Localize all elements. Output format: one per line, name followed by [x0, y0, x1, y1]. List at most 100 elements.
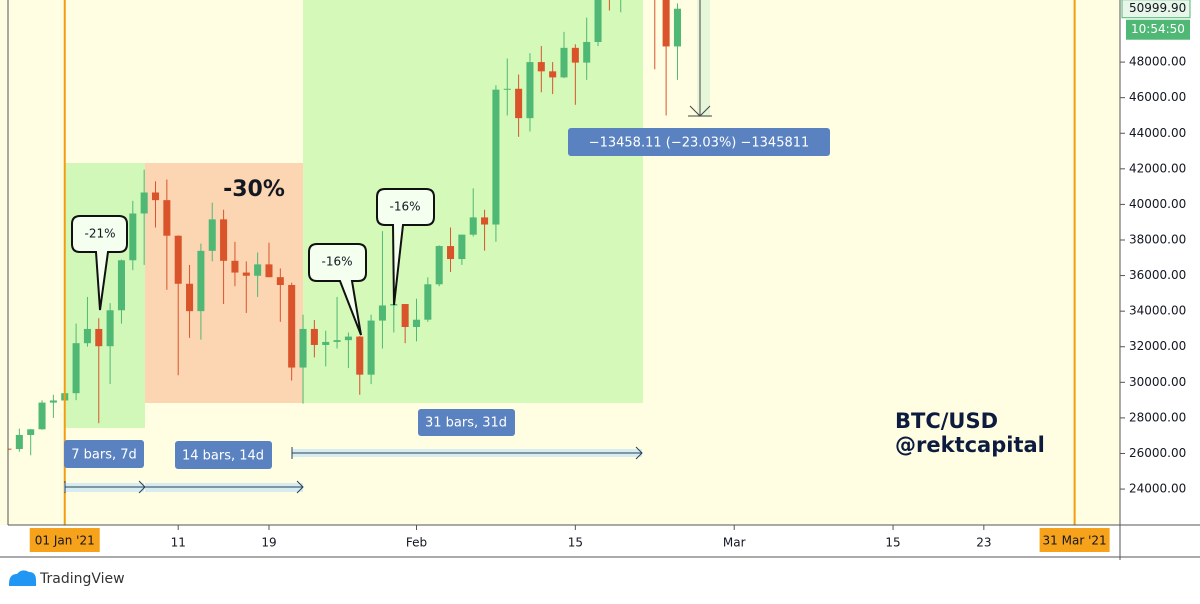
- candle-body: [95, 328, 103, 347]
- x-tick-label: 19: [261, 536, 276, 550]
- y-tick-label: 24000.00: [1129, 482, 1186, 496]
- measure-arrow: [296, 480, 304, 494]
- candle-body: [276, 277, 284, 286]
- annotation: BTC/USD: [895, 409, 998, 433]
- candle-body: [117, 260, 125, 311]
- measure-label: 7 bars, 7d: [71, 448, 137, 463]
- y-tick-label: 40000.00: [1129, 197, 1186, 211]
- measure-label: 31 bars, 31d: [425, 416, 507, 431]
- countdown-box: [1126, 19, 1190, 40]
- measure-label: −13458.11 (−23.03%) −1345811: [589, 136, 810, 151]
- y-tick-label: 48000.00: [1129, 55, 1186, 69]
- candle-body: [15, 434, 23, 450]
- candle-body: [254, 264, 262, 276]
- candle-body: [27, 429, 35, 435]
- candles: [8, 0, 681, 456]
- candle-body: [72, 343, 80, 394]
- callout: [376, 188, 435, 306]
- x-tick-label: 11: [171, 536, 186, 550]
- candle-body: [265, 264, 273, 278]
- candle-body: [412, 319, 421, 327]
- annotation: @rektcapital: [895, 433, 1045, 457]
- range-lines: [63, 0, 1076, 525]
- y-tick-label: 28000.00: [1129, 410, 1186, 424]
- candle-body: [469, 217, 477, 235]
- candle-body: [367, 320, 375, 375]
- candle-body: [378, 305, 386, 321]
- date-label: 31 Mar '21: [1043, 534, 1107, 548]
- candle-body: [174, 235, 182, 284]
- candle-body: [333, 340, 341, 342]
- y-tick-label: 38000.00: [1129, 232, 1186, 246]
- date-label-box: [1039, 528, 1110, 552]
- candle-body: [526, 62, 534, 119]
- callout-text: -21%: [84, 227, 115, 241]
- measure-label-box: [568, 128, 830, 156]
- callout: [308, 243, 367, 336]
- branding: TradingView: [39, 571, 125, 587]
- candle-body: [673, 8, 681, 47]
- candle-body: [197, 250, 205, 312]
- candle-body: [344, 336, 352, 341]
- candle-body: [129, 213, 137, 261]
- candle-body: [571, 47, 579, 63]
- y-tick-label: 32000.00: [1129, 339, 1186, 353]
- y-tick-label: 44000.00: [1129, 126, 1186, 140]
- measure-label-box: [64, 440, 144, 468]
- candle-body: [49, 400, 57, 403]
- y-tick-label: 36000.00: [1129, 268, 1186, 282]
- candle-body: [594, 0, 602, 42]
- candle-body: [458, 234, 466, 260]
- axes-layer: [177, 61, 1125, 530]
- measure-label: 14 bars, 14d: [182, 449, 264, 464]
- y-tick-label: 42000.00: [1129, 161, 1186, 175]
- candle-body: [231, 260, 239, 273]
- y-tick-label: 30000.00: [1129, 375, 1186, 389]
- candle-body: [310, 328, 318, 345]
- countdown-label: 10:54:50: [1131, 22, 1185, 36]
- last-price-label: 50999.90: [1129, 1, 1186, 15]
- candle-body: [435, 246, 443, 285]
- candle-body: [288, 285, 296, 368]
- candle-body: [38, 402, 46, 430]
- x-tick-label: 23: [976, 536, 991, 550]
- measure-label-box: [175, 441, 272, 469]
- measure-arrow: [291, 446, 643, 460]
- candle-body: [560, 47, 568, 78]
- candle-body: [481, 217, 489, 225]
- candle-body: [8, 448, 12, 450]
- candle-body: [583, 41, 591, 63]
- candle-body: [186, 283, 194, 312]
- candle-body: [140, 192, 148, 214]
- candle-body: [537, 62, 545, 72]
- candle-body: [106, 310, 114, 347]
- x-tick-label: Feb: [406, 536, 427, 550]
- date-label-box: [29, 528, 100, 552]
- measure-label-box: [418, 409, 515, 436]
- candle-body: [163, 200, 171, 236]
- y-tick-label: 34000.00: [1129, 304, 1186, 318]
- last-price-box: [1121, 0, 1191, 19]
- candle-body: [503, 88, 511, 90]
- candle-body: [662, 0, 670, 47]
- measure-arrow: [688, 105, 712, 117]
- candle-body: [515, 88, 523, 119]
- candle-body: [322, 341, 330, 345]
- candle-body: [151, 192, 160, 201]
- candle-body: [424, 284, 432, 320]
- candle-body: [220, 219, 228, 261]
- x-tick-label: 15: [568, 536, 583, 550]
- candle-body: [549, 71, 557, 78]
- candle-body: [299, 328, 307, 368]
- measure-shade: [697, 0, 710, 117]
- time-axis-background: [0, 525, 1200, 560]
- candle-body: [492, 89, 500, 225]
- date-label: 01 Jan '21: [35, 534, 95, 548]
- callout-text: -16%: [321, 255, 352, 269]
- x-tick-label: Mar: [723, 536, 746, 550]
- candle-body: [83, 328, 91, 344]
- price-axis-background: [1120, 0, 1200, 560]
- axis-labels: 24000.00 26000.00 28000.00 30000.00 32000.00…: [29, 0, 1191, 552]
- callout: [71, 215, 128, 311]
